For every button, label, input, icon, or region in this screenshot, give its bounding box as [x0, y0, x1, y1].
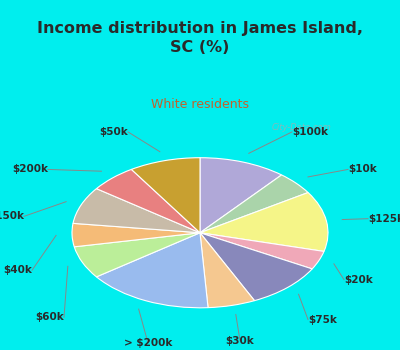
Wedge shape [200, 175, 308, 233]
Wedge shape [73, 189, 200, 233]
Text: $50k: $50k [99, 127, 128, 137]
Text: $10k: $10k [348, 164, 377, 174]
Wedge shape [200, 193, 328, 251]
Text: $200k: $200k [12, 164, 48, 174]
Text: $125k: $125k [368, 214, 400, 224]
Text: $20k: $20k [344, 275, 373, 285]
Wedge shape [96, 169, 200, 233]
Text: White residents: White residents [151, 98, 249, 111]
Wedge shape [74, 233, 200, 277]
Wedge shape [132, 158, 200, 233]
Text: > $200k: > $200k [124, 338, 172, 348]
Wedge shape [200, 233, 312, 301]
Text: $30k: $30k [226, 336, 254, 345]
Text: Income distribution in James Island,
SC (%): Income distribution in James Island, SC … [37, 21, 363, 55]
Wedge shape [200, 158, 282, 233]
Text: City-Data.com: City-Data.com [272, 122, 332, 132]
Wedge shape [200, 233, 324, 269]
Text: $150k: $150k [0, 211, 24, 221]
Wedge shape [72, 223, 200, 247]
Text: $75k: $75k [308, 315, 337, 324]
Wedge shape [200, 233, 254, 308]
Text: $100k: $100k [292, 127, 328, 137]
Text: $40k: $40k [3, 265, 32, 275]
Text: $60k: $60k [35, 312, 64, 322]
Wedge shape [96, 233, 208, 308]
